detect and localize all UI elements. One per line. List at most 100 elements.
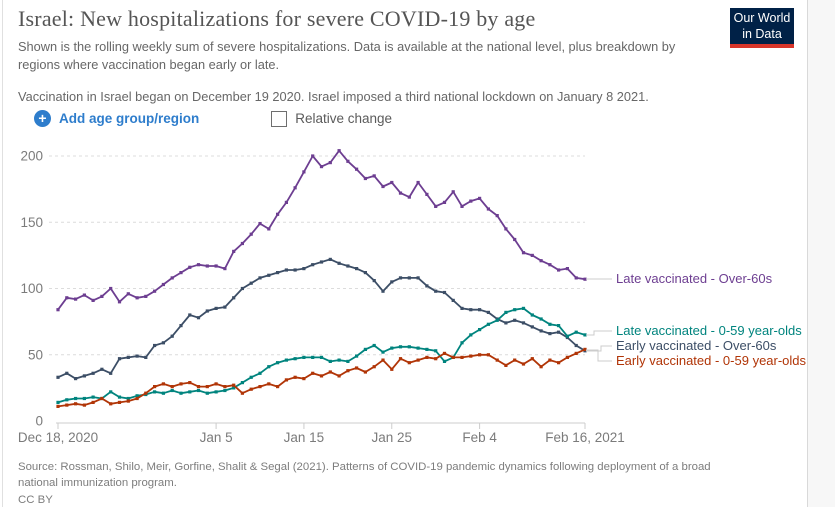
series-marker (74, 402, 78, 406)
series-marker (319, 260, 324, 264)
series-marker (416, 180, 420, 185)
series-marker (196, 388, 201, 393)
series-marker (530, 253, 534, 257)
series-marker (355, 354, 359, 358)
series-marker (223, 305, 227, 309)
series-marker (188, 313, 192, 317)
series-marker (258, 276, 262, 280)
series-marker (381, 358, 385, 362)
series-marker (486, 322, 490, 326)
series-marker (188, 390, 192, 394)
series-marker (539, 317, 543, 321)
owid-logo-line2: in Data (742, 26, 782, 41)
series-marker (574, 276, 578, 280)
series-marker (337, 374, 341, 378)
series-marker (513, 318, 517, 322)
series-marker (179, 391, 183, 395)
series-marker (267, 273, 271, 277)
series-marker (548, 263, 552, 267)
series-marker (328, 161, 332, 165)
series-marker (434, 349, 438, 353)
series-marker (460, 306, 464, 310)
x-tick-label: Jan 15 (284, 430, 325, 445)
series-marker (126, 292, 130, 296)
series-marker (478, 308, 482, 312)
series-marker (153, 289, 157, 293)
series-marker (346, 369, 350, 373)
series-marker (109, 371, 113, 375)
series-marker (521, 362, 526, 366)
series-marker (135, 296, 139, 300)
series-marker (284, 268, 288, 272)
series-marker (126, 399, 130, 403)
series-marker (56, 404, 60, 408)
series-marker (188, 381, 192, 385)
series-marker (513, 237, 517, 242)
series-marker (161, 391, 165, 395)
series-marker (337, 358, 341, 362)
series-marker (407, 276, 411, 280)
series-marker (144, 294, 148, 298)
series-marker (170, 388, 174, 393)
series-marker (65, 371, 69, 375)
series-marker (240, 381, 244, 385)
series-marker (179, 271, 183, 275)
series-marker (109, 286, 113, 291)
series-marker (249, 232, 253, 236)
series-marker (539, 329, 543, 333)
series-marker (469, 308, 473, 312)
series-marker (504, 363, 508, 367)
license-link[interactable]: CC BY (18, 494, 53, 507)
add-age-group-button[interactable]: Add age group/region (34, 110, 199, 127)
owid-logo[interactable]: Our World in Data (730, 8, 794, 48)
y-tick-label: 200 (20, 149, 43, 164)
legend-label-1[interactable]: Early vaccinated - Over-60s (616, 338, 777, 353)
legend-label-0[interactable]: Late vaccinated - Over-60s (616, 271, 773, 286)
series-marker (276, 271, 280, 275)
series-marker (196, 316, 201, 320)
series-marker (302, 267, 306, 271)
series-marker (504, 321, 508, 325)
series-marker (240, 286, 244, 291)
x-tick-label: Jan 5 (200, 430, 233, 445)
series-marker (583, 347, 587, 351)
series-marker (205, 385, 209, 389)
series-marker (302, 170, 306, 174)
series-marker (267, 365, 271, 369)
series-marker (293, 357, 297, 361)
series-marker (539, 365, 543, 369)
chart-canvas[interactable]: 0 50 100 150 200 Dec 18, 2020 Jan 5 Jan 15 Jan 2… (3, 140, 807, 458)
series-marker (319, 165, 324, 169)
relative-change-toggle[interactable]: Relative change (271, 110, 392, 127)
grapher-frame: Israel: New hospitalizations for severe … (3, 0, 807, 507)
series-marker (311, 371, 315, 375)
series-marker (56, 400, 60, 404)
series-marker (276, 361, 280, 365)
series-marker (144, 355, 148, 359)
relative-change-checkbox[interactable] (271, 110, 288, 127)
series-marker (74, 297, 78, 301)
series-marker (240, 391, 244, 395)
series-marker (179, 324, 183, 328)
series-marker (311, 355, 315, 359)
series-marker (442, 359, 447, 363)
legend-label-3[interactable]: Early vaccinated - 0-59 year-olds (616, 353, 807, 368)
series-marker (161, 341, 165, 345)
series-marker (478, 328, 482, 332)
series-marker (583, 277, 587, 281)
series-line-1[interactable] (57, 258, 586, 380)
series-marker (363, 347, 367, 351)
series-marker (284, 378, 288, 382)
series-marker (451, 355, 455, 359)
x-tick-label: Feb 16, 2021 (545, 430, 625, 445)
series-marker (398, 191, 403, 195)
series-marker (100, 396, 104, 401)
legend-label-2[interactable]: Late vaccinated - 0-59 year-olds (616, 323, 802, 338)
series-marker (267, 227, 271, 231)
chart-controls: Add age group/region Relative change (34, 110, 392, 127)
series-marker (548, 332, 552, 336)
page-right-gutter (807, 0, 835, 507)
series-marker (74, 396, 78, 401)
series-marker (91, 371, 95, 375)
series-marker (117, 300, 122, 304)
